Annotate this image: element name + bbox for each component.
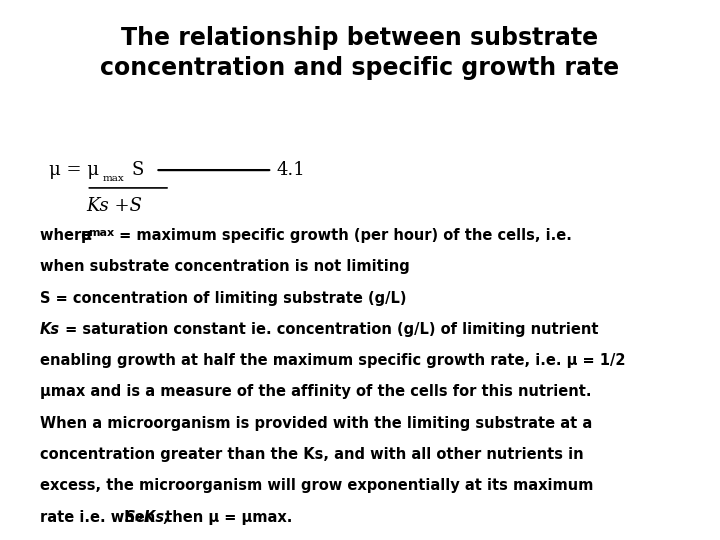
Text: The relationship between substrate: The relationship between substrate — [122, 26, 598, 50]
Text: max: max — [103, 174, 125, 183]
Text: excess, the microorganism will grow exponentially at its maximum: excess, the microorganism will grow expo… — [40, 478, 593, 494]
Text: rate i.e. when: rate i.e. when — [40, 510, 160, 525]
Text: when substrate concentration is not limiting: when substrate concentration is not limi… — [40, 259, 410, 274]
Text: concentration greater than the Ks, and with all other nutrients in: concentration greater than the Ks, and w… — [40, 447, 583, 462]
Text: When a microorganism is provided with the limiting substrate at a: When a microorganism is provided with th… — [40, 416, 592, 431]
Text: Ks +S: Ks +S — [86, 197, 143, 215]
Text: = saturation constant ie. concentration (g/L) of limiting nutrient: = saturation constant ie. concentration … — [60, 322, 598, 337]
Text: = maximum specific growth (per hour) of the cells, i.e.: = maximum specific growth (per hour) of … — [114, 228, 572, 243]
Text: enabling growth at half the maximum specific growth rate, i.e. μ = 1/2: enabling growth at half the maximum spec… — [40, 353, 625, 368]
Text: μ = μ: μ = μ — [49, 161, 99, 179]
Text: concentration and specific growth rate: concentration and specific growth rate — [100, 56, 620, 79]
Text: S»Ks,: S»Ks, — [125, 510, 170, 525]
Text: μ: μ — [81, 228, 91, 243]
Text: then μ = μmax.: then μ = μmax. — [160, 510, 292, 525]
Text: S: S — [132, 161, 144, 179]
Text: max: max — [89, 228, 114, 238]
Text: Ks: Ks — [40, 322, 60, 337]
Text: S = concentration of limiting substrate (g/L): S = concentration of limiting substrate … — [40, 291, 406, 306]
Text: where: where — [40, 228, 96, 243]
Text: 4.1: 4.1 — [276, 161, 305, 179]
Text: μmax and is a measure of the affinity of the cells for this nutrient.: μmax and is a measure of the affinity of… — [40, 384, 591, 400]
